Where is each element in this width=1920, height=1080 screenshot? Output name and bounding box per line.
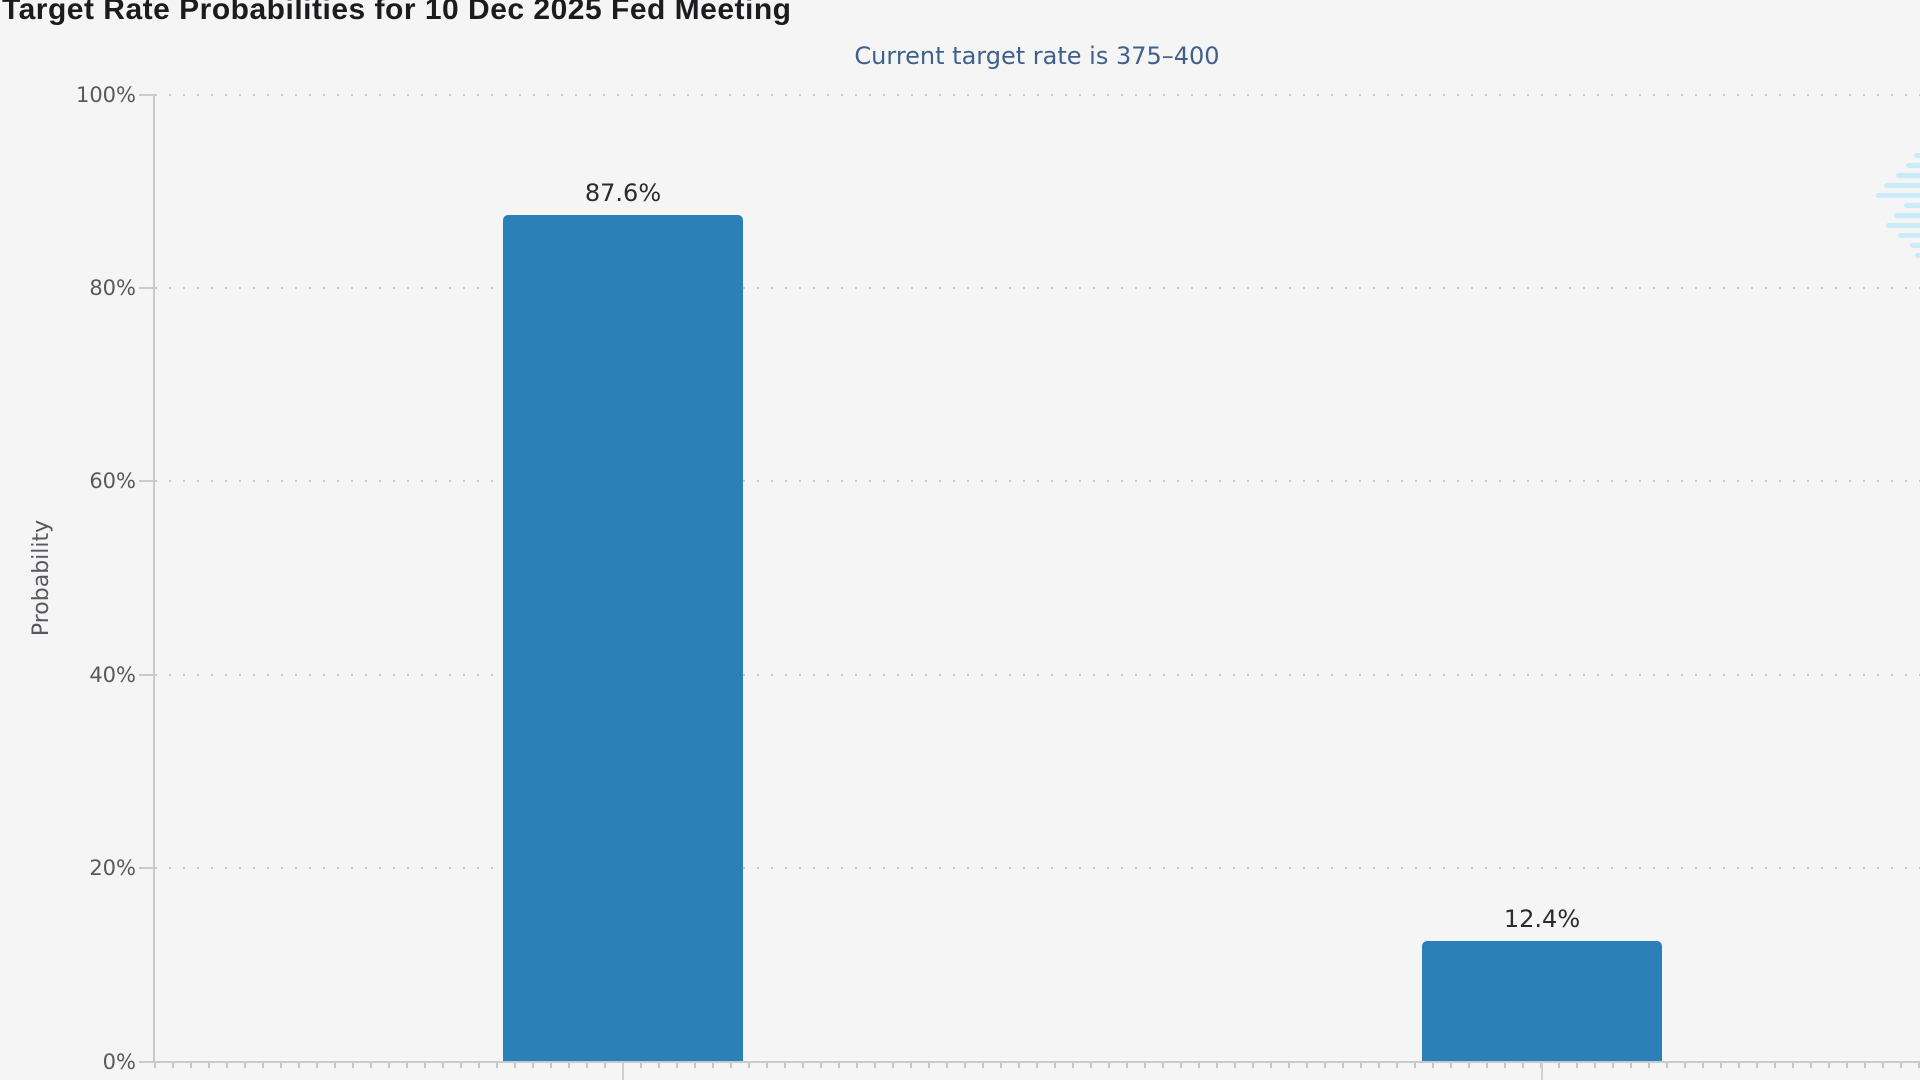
probability-bar-2[interactable]: 12.4%: [1422, 905, 1662, 1061]
bar-value-label: 87.6%: [584, 179, 662, 207]
y-tick-mark-0: [139, 1061, 157, 1063]
y-tick-label-40: 40%: [89, 663, 136, 687]
y-tick-label-80: 80%: [89, 276, 136, 300]
gridline-100: [155, 94, 1920, 96]
gridline-20: [155, 867, 1920, 869]
y-tick-label-20: 20%: [89, 856, 136, 880]
y-tick-mark-40: [139, 674, 157, 676]
y-tick-mark-60: [139, 480, 157, 482]
gridline-40: [155, 674, 1920, 676]
y-tick-label-0: 0%: [102, 1050, 136, 1074]
y-axis-line: [153, 94, 155, 1063]
y-axis-title: Probability: [29, 519, 54, 637]
chart-title: Target Rate Probabilities for 10 Dec 202…: [2, 0, 792, 26]
x-axis-tick-bar-2: [1541, 1063, 1543, 1080]
x-axis-tick-bar-1: [622, 1063, 624, 1080]
chart-subtitle: Current target rate is 375–400: [854, 42, 1220, 70]
gridline-80: [155, 287, 1920, 289]
x-axis-line: [153, 1061, 1920, 1063]
x-axis-minor-ticks: [154, 1063, 1920, 1068]
y-tick-label-60: 60%: [89, 469, 136, 493]
gridline-60: [155, 480, 1920, 482]
bar-value-label: 12.4%: [1503, 905, 1581, 933]
y-tick-mark-100: [139, 94, 157, 96]
probability-bar-1[interactable]: 87.6%: [503, 179, 743, 1061]
y-tick-label-100: 100%: [75, 83, 136, 107]
y-tick-mark-80: [139, 287, 157, 289]
y-tick-mark-20: [139, 867, 157, 869]
